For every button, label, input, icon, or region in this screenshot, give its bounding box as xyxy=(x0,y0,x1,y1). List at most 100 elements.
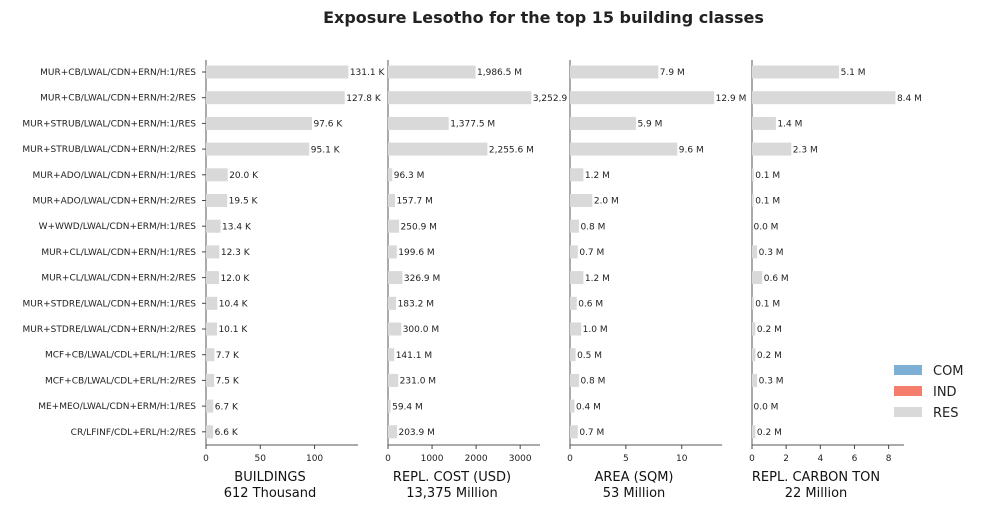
bar-value-label: 6.6 K xyxy=(215,428,239,438)
category-label: MUR+STDRE/LWAL/CDN+ERN/H:2/RES xyxy=(23,325,197,335)
category-label: MUR+CL/LWAL/CDN+ERN/H:2/RES xyxy=(41,274,196,284)
bar-value-label: 0.8 M xyxy=(580,377,605,387)
bar-value-label: 96.3 M xyxy=(394,171,425,181)
bar xyxy=(388,116,449,130)
bar-value-label: 10.1 K xyxy=(218,325,248,335)
legend-label: RES xyxy=(933,406,959,421)
bar xyxy=(206,348,215,362)
category-label: MCF+CB/LWAL/CDL+ERL/H:2/RES xyxy=(45,376,196,386)
bar xyxy=(206,116,312,130)
bar-value-label: 3,252.9 M xyxy=(533,94,578,104)
bar xyxy=(752,194,754,207)
bar-value-label: 141.1 M xyxy=(396,351,432,361)
bar-value-label: 1.2 M xyxy=(585,171,610,181)
bar xyxy=(570,296,577,310)
bar xyxy=(570,425,578,439)
bar xyxy=(570,399,575,413)
bar-value-label: 8.4 M xyxy=(897,94,922,104)
bar xyxy=(388,194,395,207)
bar xyxy=(570,322,582,336)
x-axis-title: REPL. CARBON TON xyxy=(752,470,880,485)
x-tick-label: 0 xyxy=(203,454,209,464)
bar-value-label: 300.0 M xyxy=(403,325,439,335)
bar xyxy=(388,271,403,285)
legend-label: IND xyxy=(933,385,957,400)
chart-title: Exposure Lesotho for the top 15 building… xyxy=(323,8,764,27)
bar xyxy=(388,142,488,156)
bar xyxy=(570,245,578,259)
bar-value-label: 5.9 M xyxy=(637,120,662,130)
x-tick-label: 6 xyxy=(852,454,858,464)
bar xyxy=(570,373,579,387)
bar xyxy=(206,271,220,285)
bar-value-label: 0.6 M xyxy=(578,300,603,310)
x-tick-label: 3000 xyxy=(509,454,532,464)
bar-value-label: 0.2 M xyxy=(757,325,782,335)
bar-value-label: 6.7 K xyxy=(215,402,239,412)
x-tick-label: 2 xyxy=(783,454,789,464)
bar-value-label: 10.4 K xyxy=(219,300,249,310)
bar-value-label: 127.8 K xyxy=(346,94,382,104)
bar xyxy=(388,399,391,413)
category-label: MUR+ADO/LWAL/CDN+ERN/H:1/RES xyxy=(32,171,196,181)
bar-value-label: 157.7 M xyxy=(396,197,432,207)
bar xyxy=(752,425,756,439)
bar-value-label: 7.9 M xyxy=(660,68,685,78)
bar xyxy=(570,168,584,182)
category-label: CR/LFINF/CDL+ERL/H:2/RES xyxy=(71,428,197,438)
bar-value-label: 95.1 K xyxy=(311,145,341,155)
bar xyxy=(206,168,228,182)
bar-value-label: 0.1 M xyxy=(755,197,780,207)
bar xyxy=(752,373,758,387)
category-label: MCF+CB/LWAL/CDL+ERL/H:1/RES xyxy=(45,351,196,361)
bar xyxy=(752,116,776,130)
bar-value-label: 1,986.5 M xyxy=(477,68,522,78)
x-tick-label: 2000 xyxy=(465,454,488,464)
bar xyxy=(752,91,896,105)
bar xyxy=(570,348,576,362)
bar xyxy=(206,194,228,207)
legend-swatch xyxy=(894,386,922,396)
bar xyxy=(206,91,345,105)
bar-value-label: 326.9 M xyxy=(404,274,440,284)
bar-value-label: 1.2 M xyxy=(585,274,610,284)
bar-value-label: 1,377.5 M xyxy=(450,120,495,130)
category-label: MUR+STDRE/LWAL/CDN+ERN/H:1/RES xyxy=(23,299,197,309)
category-label: MUR+STRUB/LWAL/CDN+ERN/H:2/RES xyxy=(22,145,196,155)
bar-value-label: 183.2 M xyxy=(398,300,434,310)
x-tick-label: 1000 xyxy=(421,454,444,464)
x-tick-label: 5 xyxy=(623,454,629,464)
bar xyxy=(570,142,678,156)
bar xyxy=(570,91,715,105)
x-axis-title: AREA (SQM) xyxy=(594,470,673,485)
bar-value-label: 231.0 M xyxy=(400,377,436,387)
bar-value-label: 0.1 M xyxy=(755,300,780,310)
bar-value-label: 9.6 M xyxy=(679,145,704,155)
bar-value-label: 0.6 M xyxy=(764,274,789,284)
bar-value-label: 131.1 K xyxy=(350,68,386,78)
x-tick-label: 0 xyxy=(567,454,573,464)
bar-value-label: 0.2 M xyxy=(757,351,782,361)
bar-value-label: 199.6 M xyxy=(398,248,434,258)
x-axis-total: 612 Thousand xyxy=(224,486,317,501)
bar xyxy=(570,65,659,79)
bar xyxy=(388,219,400,233)
bar xyxy=(388,91,532,105)
x-axis-title: REPL. COST (USD) xyxy=(393,470,511,485)
bar-value-label: 2.3 M xyxy=(793,145,818,155)
bar xyxy=(752,322,756,336)
bar-value-label: 0.7 M xyxy=(579,428,604,438)
bar-value-label: 0.7 M xyxy=(579,248,604,258)
x-tick-label: 100 xyxy=(306,454,323,464)
bar xyxy=(388,425,397,439)
bar-value-label: 12.0 K xyxy=(221,274,251,284)
bar-value-label: 0.8 M xyxy=(580,222,605,232)
category-label: MUR+STRUB/LWAL/CDN+ERN/H:1/RES xyxy=(22,119,196,129)
bar-value-label: 0.0 M xyxy=(754,222,779,232)
bar-value-label: 7.5 K xyxy=(216,377,240,387)
bar-value-label: 7.7 K xyxy=(216,351,240,361)
bar xyxy=(388,296,397,310)
bar xyxy=(752,168,754,182)
bar xyxy=(206,425,214,439)
bar-value-label: 1.4 M xyxy=(777,120,802,130)
